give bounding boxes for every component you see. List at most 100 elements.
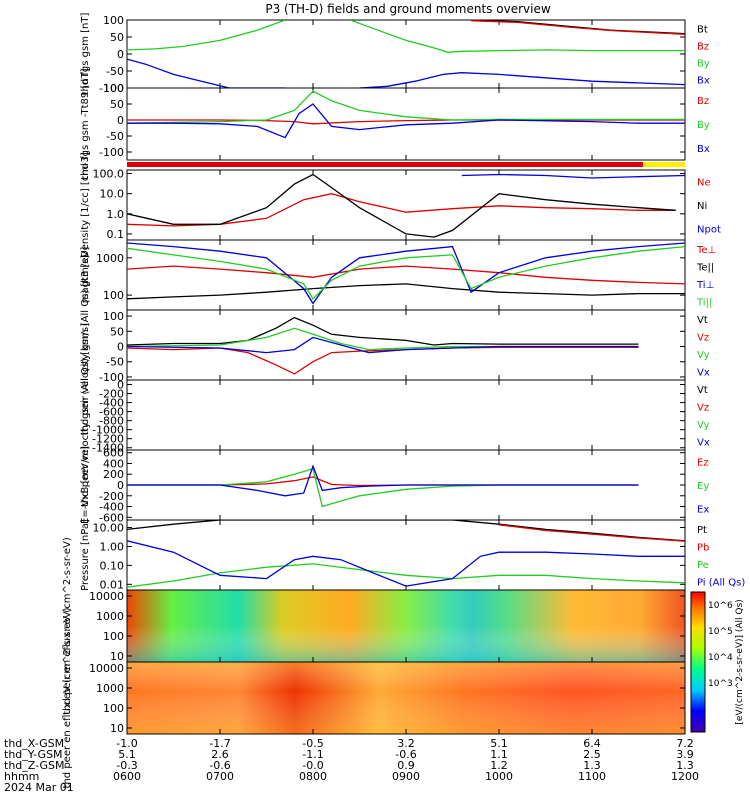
series-vt-line	[127, 316, 639, 346]
date-label: 2024 Mar 01	[4, 781, 74, 794]
series-ne-line	[127, 193, 676, 227]
x-tick-label: 7.2	[676, 737, 694, 750]
colorbar-label: [eV/(cm^2-s-sr-eV)] (All Qs)	[735, 599, 745, 724]
series-bz-line	[471, 20, 685, 35]
legend-label: By	[697, 120, 710, 131]
x-axis-row-label: thd_X-GSM	[4, 737, 64, 750]
y-tick-label: -800	[99, 415, 124, 428]
x-tick-label: -1.1	[302, 748, 323, 761]
x-tick-label: 2.6	[211, 748, 229, 761]
legend-label: Bx	[697, 76, 710, 87]
legend-label: Bz	[697, 42, 709, 53]
legend-label: Vx	[697, 437, 710, 448]
series-ey-line	[127, 467, 639, 508]
y-tick-label: 10000	[89, 662, 124, 675]
legend-label: Vx	[697, 367, 710, 378]
x-tick-label: 0700	[206, 770, 234, 783]
x-tick-label: 1.2	[490, 759, 508, 772]
colorbar-tick-label: 10^5	[708, 627, 733, 637]
colorbar-tick-label: 10^4	[708, 653, 733, 663]
legend-label: Vt	[697, 315, 708, 326]
legend-label: Bt	[697, 25, 708, 36]
y-tick-label: 600	[103, 447, 124, 460]
y-tick-label: -1200	[92, 433, 124, 446]
legend-label: Ez	[697, 458, 709, 469]
y-tick-label: 0	[117, 114, 124, 127]
x-tick-label: 0800	[299, 770, 327, 783]
x-tick-label: -0.3	[116, 759, 137, 772]
y-tick-label: -1000	[92, 424, 124, 437]
x-tick-label: 1200	[671, 770, 699, 783]
x-tick-label: 5.1	[118, 748, 136, 761]
y-tick-label: -200	[99, 490, 124, 503]
y-tick-label: 0	[117, 379, 124, 392]
x-tick-label: -1.0	[116, 737, 137, 750]
y-tick-label: 100.0	[93, 168, 125, 181]
legend-label: Ne	[697, 178, 711, 189]
y-tick-label: 100	[103, 702, 124, 715]
x-axis-row-label: thd_Y-GSM	[4, 748, 63, 761]
y-tick-label: -600	[99, 406, 124, 419]
y-tick-label: 0	[117, 341, 124, 354]
x-tick-label: 1.3	[583, 759, 601, 772]
x-tick-label: 2.5	[583, 748, 601, 761]
series-ez-line	[127, 476, 639, 487]
panel-4: 100 50 0 -50 -100 thd peir velocity gsm (All …	[80, 255, 710, 436]
y-tick-label: -600	[99, 511, 124, 524]
y-tick-label: 0.01	[100, 578, 125, 591]
y-tick-label: 10000	[89, 590, 124, 603]
x-tick-label: 3.2	[397, 737, 415, 750]
y-axis-label: thd fgs gsm -Tt89 [nT]	[80, 68, 91, 179]
y-tick-label: 50	[110, 98, 124, 111]
x-tick-label: 3.9	[676, 748, 694, 761]
colorbar	[690, 591, 706, 733]
y-tick-label: 1.0	[107, 208, 125, 221]
y-tick-label: -50	[106, 130, 124, 143]
y-axis-label: thd peir velocity gsm (All Qs) [km/s]	[80, 255, 91, 436]
x-tick-label: 1100	[578, 770, 606, 783]
series-pi-line	[127, 540, 685, 587]
legend-label: Ti||	[696, 297, 712, 308]
y-tick-label: -400	[99, 397, 124, 410]
series-bx-line	[127, 58, 685, 88]
y-tick-label: 50	[110, 325, 124, 338]
series-te--line	[127, 265, 685, 285]
series-by-line	[127, 20, 685, 53]
y-tick-label: 0.10	[100, 559, 125, 572]
x-axis-row-label: hhmm	[4, 770, 39, 783]
series-ex-line	[127, 464, 639, 497]
legend-label: Pe	[697, 560, 709, 571]
series-npot-line	[461, 173, 685, 179]
legend-label: Ti⊥	[696, 280, 714, 291]
y-tick-label: -100	[99, 82, 124, 95]
y-tick-label: 1000	[96, 252, 124, 265]
y-tick-label: 0	[117, 479, 124, 492]
x-tick-label: 1.3	[676, 759, 694, 772]
y-tick-label: 1000	[96, 682, 124, 695]
legend-label: Bz	[697, 96, 709, 107]
legend-label: Npot	[697, 224, 721, 235]
y-tick-label: 200	[103, 468, 124, 481]
y-tick-label: -100	[99, 146, 124, 159]
y-tick-label: 1.00	[100, 540, 125, 553]
y-tick-label: 10	[110, 650, 124, 663]
legend-label: Ni	[697, 201, 707, 212]
series-te--line	[127, 283, 685, 300]
y-tick-label: -400	[99, 501, 124, 514]
x-tick-label: 0900	[392, 770, 420, 783]
x-tick-label: 6.4	[583, 737, 601, 750]
y-axis-label: magt3 [eV]	[80, 247, 91, 304]
legend-label: Ex	[697, 504, 709, 515]
x-tick-label: -0.6	[209, 759, 230, 772]
y-tick-label: 100	[103, 82, 124, 95]
panel-2: 100.0 10.0 1.0 0.1 Density [1/cc] [cm-3] Ne Ni…	[80, 152, 721, 258]
x-tick-label: 1000	[485, 770, 513, 783]
x-tick-label: 0600	[113, 770, 141, 783]
y-tick-label: -100	[99, 371, 124, 384]
y-tick-label: -50	[106, 356, 124, 369]
series-by-line	[127, 90, 685, 124]
legend-label: Vy	[697, 420, 710, 431]
series-vy-line	[127, 327, 639, 351]
